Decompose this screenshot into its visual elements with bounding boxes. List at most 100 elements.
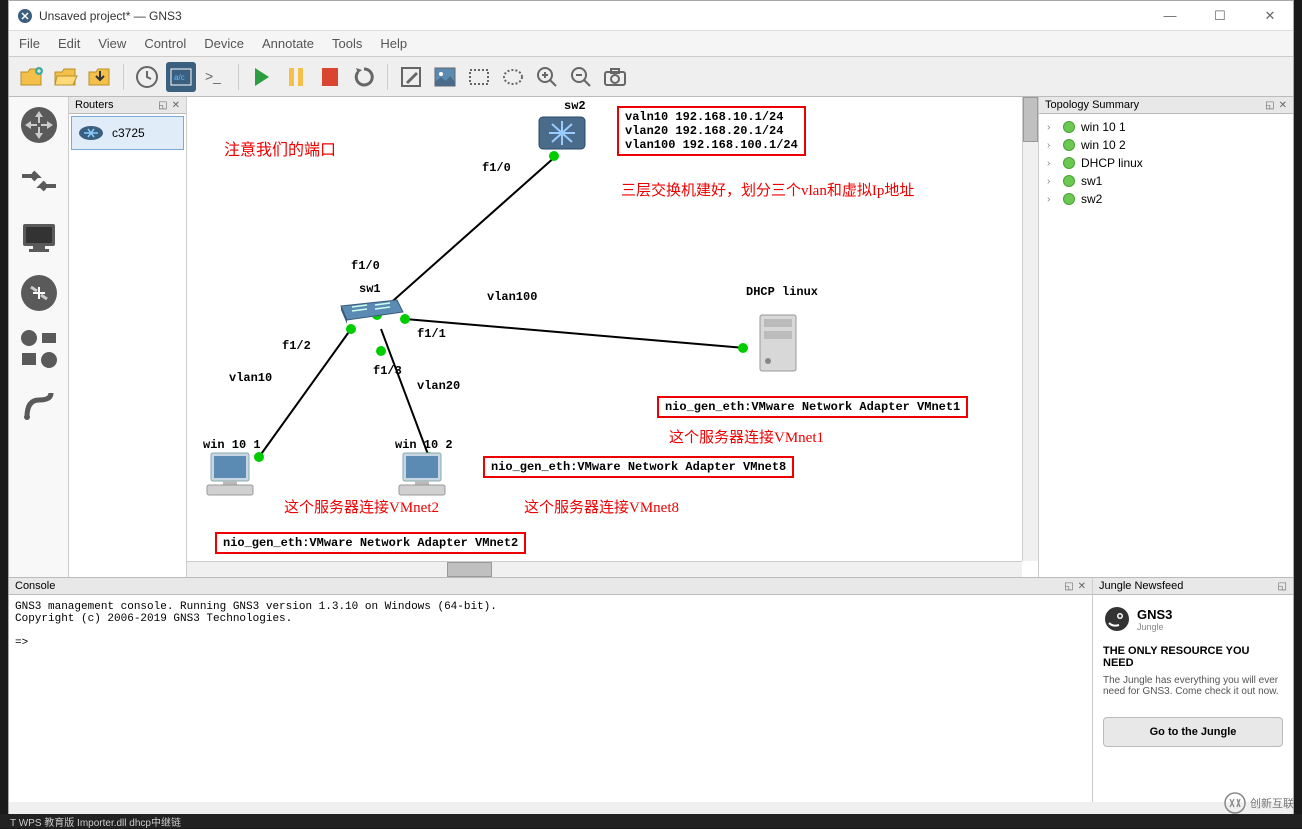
switches-tool[interactable] bbox=[17, 159, 61, 203]
canvas-label: win 10 2 bbox=[395, 438, 453, 452]
topology-panel-header: Topology Summary ◱ ✕ bbox=[1039, 97, 1293, 114]
router-label: c3725 bbox=[112, 126, 145, 140]
titlebar: Unsaved project* — GNS3 — ☐ ✕ bbox=[9, 1, 1293, 31]
console-all-button[interactable]: >_ bbox=[200, 62, 230, 92]
watermark: 创新互联 bbox=[1224, 792, 1294, 814]
minimize-button[interactable]: — bbox=[1155, 6, 1185, 26]
panel-undock-icon[interactable]: ◱ bbox=[1265, 100, 1274, 111]
canvas-label: sw1 bbox=[359, 282, 381, 296]
security-devices-tool[interactable] bbox=[17, 271, 61, 315]
zoom-out-button[interactable] bbox=[566, 62, 596, 92]
new-project-button[interactable] bbox=[17, 62, 47, 92]
canvas-label: win 10 1 bbox=[203, 438, 261, 452]
console-title: Console bbox=[15, 580, 55, 592]
open-project-button[interactable] bbox=[51, 62, 81, 92]
vertical-scrollbar[interactable] bbox=[1022, 97, 1038, 561]
menu-file[interactable]: File bbox=[19, 36, 40, 51]
draw-ellipse-button[interactable] bbox=[498, 62, 528, 92]
panel-close-icon[interactable]: ✕ bbox=[1078, 581, 1086, 592]
annotation-box: valn10 192.168.10.1/24vlan20 192.168.20.… bbox=[617, 106, 806, 156]
app-window: Unsaved project* — GNS3 — ☐ ✕ File Edit Vi… bbox=[8, 0, 1294, 818]
console-output[interactable]: GNS3 management console. Running GNS3 ve… bbox=[9, 595, 1092, 802]
end-devices-tool[interactable] bbox=[17, 215, 61, 259]
topology-node[interactable]: ›win 10 2 bbox=[1043, 136, 1289, 154]
topology-node[interactable]: ›sw2 bbox=[1043, 190, 1289, 208]
device-sw1[interactable] bbox=[337, 296, 407, 331]
insert-image-button[interactable] bbox=[430, 62, 460, 92]
annotation-text: 三层交换机建好，划分三个vlan和虚拟Ip地址 bbox=[621, 179, 914, 200]
reload-all-button[interactable] bbox=[349, 62, 379, 92]
separator bbox=[387, 64, 388, 90]
snapshot-button[interactable] bbox=[132, 62, 162, 92]
device-dhcp[interactable] bbox=[754, 311, 802, 380]
topology-node[interactable]: ›DHCP linux bbox=[1043, 154, 1289, 172]
topology-summary-panel: Topology Summary ◱ ✕ ›win 10 1›win 10 2›D… bbox=[1039, 97, 1293, 577]
jungle-body: GNS3Jungle THE ONLY RESOURCE YOU NEED Th… bbox=[1093, 595, 1293, 802]
panel-close-icon[interactable]: ✕ bbox=[172, 100, 180, 111]
pause-all-button[interactable] bbox=[281, 62, 311, 92]
canvas-label: vlan100 bbox=[487, 290, 537, 304]
canvas-label: vlan10 bbox=[229, 371, 272, 385]
canvas-label: f1/1 bbox=[417, 327, 446, 341]
screenshot-button[interactable] bbox=[600, 62, 630, 92]
annotate-button[interactable] bbox=[396, 62, 426, 92]
annotation-text: 这个服务器连接VMnet1 bbox=[669, 426, 824, 447]
menu-tools[interactable]: Tools bbox=[332, 36, 362, 51]
horizontal-scrollbar[interactable] bbox=[187, 561, 1022, 577]
annotation-text: 注意我们的端口 bbox=[224, 136, 336, 160]
menu-annotate[interactable]: Annotate bbox=[262, 36, 314, 51]
panel-close-icon[interactable]: ✕ bbox=[1279, 100, 1287, 111]
window-title: Unsaved project* — GNS3 bbox=[39, 9, 1155, 23]
topology-node[interactable]: ›win 10 1 bbox=[1043, 118, 1289, 136]
console-panel-header: Console ◱ ✕ bbox=[9, 578, 1092, 595]
menu-view[interactable]: View bbox=[98, 36, 126, 51]
save-project-button[interactable] bbox=[85, 62, 115, 92]
annotation-box: nio_gen_eth:VMware Network Adapter VMnet… bbox=[657, 396, 968, 418]
panel-undock-icon[interactable]: ◱ bbox=[1064, 581, 1073, 592]
start-all-button[interactable] bbox=[247, 62, 277, 92]
topology-title: Topology Summary bbox=[1045, 99, 1139, 111]
topology-node[interactable]: ›sw1 bbox=[1043, 172, 1289, 190]
annotation-box: nio_gen_eth:VMware Network Adapter VMnet… bbox=[483, 456, 794, 478]
canvas-label: f1/0 bbox=[482, 161, 511, 175]
window-controls: — ☐ ✕ bbox=[1155, 6, 1285, 26]
jungle-panel: Jungle Newsfeed ◱ GNS3Jungle THE ONLY RE… bbox=[1093, 578, 1293, 802]
draw-rect-button[interactable] bbox=[464, 62, 494, 92]
routers-panel-header: Routers ◱✕ bbox=[69, 97, 186, 114]
device-win1[interactable] bbox=[205, 451, 255, 502]
topology-canvas[interactable]: sw2sw1DHCP linuxwin 10 1win 10 2f1/0f1/0… bbox=[187, 97, 1039, 577]
jungle-panel-header: Jungle Newsfeed ◱ bbox=[1093, 578, 1293, 595]
show-console-button[interactable]: a/c bbox=[166, 62, 196, 92]
maximize-button[interactable]: ☐ bbox=[1205, 6, 1235, 26]
canvas-label: sw2 bbox=[564, 99, 586, 113]
canvas-label: f1/3 bbox=[373, 364, 402, 378]
zoom-in-button[interactable] bbox=[532, 62, 562, 92]
add-link-tool[interactable] bbox=[17, 383, 61, 427]
annotation-box: nio_gen_eth:VMware Network Adapter VMnet… bbox=[215, 532, 526, 554]
jungle-brand: GNS3 bbox=[1137, 607, 1172, 622]
panel-undock-icon[interactable]: ◱ bbox=[1278, 581, 1287, 592]
chameleon-icon bbox=[1103, 605, 1131, 633]
routers-tool[interactable] bbox=[17, 103, 61, 147]
jungle-logo: GNS3Jungle bbox=[1103, 605, 1283, 633]
menu-device[interactable]: Device bbox=[204, 36, 244, 51]
menu-control[interactable]: Control bbox=[144, 36, 186, 51]
go-to-jungle-button[interactable]: Go to the Jungle bbox=[1103, 717, 1283, 747]
jungle-text: The Jungle has everything you will ever … bbox=[1103, 675, 1283, 697]
stop-all-button[interactable] bbox=[315, 62, 345, 92]
menu-help[interactable]: Help bbox=[380, 36, 407, 51]
device-sw2[interactable] bbox=[537, 111, 587, 160]
menu-edit[interactable]: Edit bbox=[58, 36, 80, 51]
router-template-item[interactable]: c3725 bbox=[71, 116, 184, 150]
panel-undock-icon[interactable]: ◱ bbox=[158, 100, 167, 111]
device-win2[interactable] bbox=[397, 451, 447, 502]
annotation-text: 这个服务器连接VMnet8 bbox=[524, 496, 679, 517]
device-toolbar bbox=[9, 97, 69, 577]
separator bbox=[123, 64, 124, 90]
close-button[interactable]: ✕ bbox=[1255, 6, 1285, 26]
router-icon bbox=[78, 123, 104, 143]
all-devices-tool[interactable] bbox=[17, 327, 61, 371]
console-panel: Console ◱ ✕ GNS3 management console. Runn… bbox=[9, 578, 1093, 802]
bottom-panels: Console ◱ ✕ GNS3 management console. Runn… bbox=[9, 577, 1293, 802]
main-area: Routers ◱✕ c3725 sw2sw1DHCP linuxwin 10 … bbox=[9, 97, 1293, 577]
